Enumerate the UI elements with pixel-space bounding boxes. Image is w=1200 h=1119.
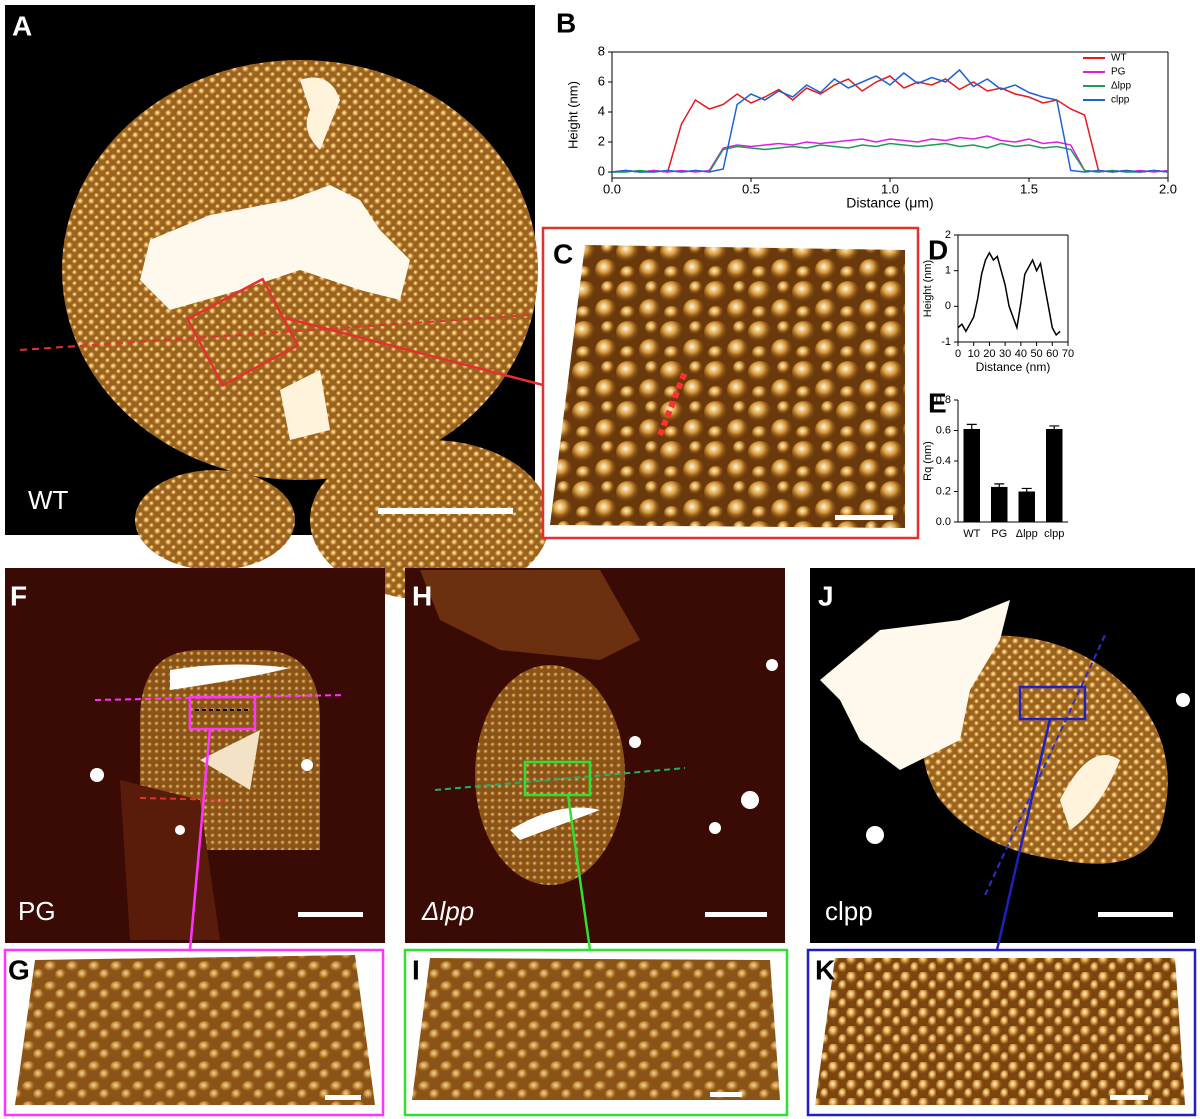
x-tick-label: PG [991, 528, 1007, 540]
legend-label: WT [1111, 53, 1127, 64]
x-tick-label: 0.5 [742, 181, 760, 196]
panel-f-image [5, 568, 385, 951]
x-tick-label: 70 [1062, 348, 1074, 360]
y-tick-label: -1 [941, 336, 951, 348]
data-line [611, 135, 1169, 173]
x-tick-label: 1.5 [1020, 181, 1038, 196]
image-label: Δlpp [421, 896, 474, 926]
panel-a-image [5, 5, 550, 600]
panel-letter: H [412, 580, 432, 611]
panel-letter: I [412, 954, 420, 985]
panel-letter: B [556, 7, 576, 38]
x-axis-label: Distance (μm) [846, 195, 933, 211]
y-tick-label: 1 [945, 265, 951, 277]
error-bar [994, 483, 1005, 490]
image-label: clpp [825, 896, 873, 926]
panel-letter: D [928, 234, 948, 265]
panel-letter: C [553, 238, 573, 269]
x-tick-label: 40 [1015, 348, 1027, 360]
panel-letter: F [10, 580, 27, 611]
x-tick-label: 20 [983, 348, 995, 360]
x-tick-label: 1.0 [881, 181, 899, 196]
y-tick-label: 2 [598, 133, 605, 148]
bar [1018, 491, 1035, 522]
data-line [612, 142, 1169, 173]
y-axis-label: Height (nm) [565, 81, 580, 149]
x-tick-label: 2.0 [1159, 181, 1177, 196]
y-tick-label: 4 [598, 103, 605, 118]
x-axis-label: Distance (nm) [976, 360, 1051, 374]
panel-i-image [403, 948, 789, 1117]
y-tick-label: 0.8 [936, 394, 951, 406]
y-axis-label: Height (nm) [922, 260, 934, 317]
panel-h-image [405, 568, 785, 951]
y-tick-label: 0.0 [936, 516, 951, 528]
panel-letter: J [818, 580, 834, 611]
legend-label: Δlpp [1111, 81, 1131, 92]
bar [991, 486, 1008, 522]
y-tick-label: 0.2 [936, 485, 951, 497]
y-tick-label: 2 [945, 229, 951, 241]
panel-letter: K [815, 954, 835, 985]
y-tick-label: 0 [945, 300, 951, 312]
legend-label: clpp [1111, 95, 1130, 106]
x-tick-label: 50 [1030, 348, 1042, 360]
panel-letter: A [12, 10, 32, 41]
error-bar [1021, 487, 1032, 495]
image-label: PG [18, 896, 56, 926]
x-tick-label: Δlpp [1016, 528, 1038, 540]
panel-letter: G [8, 954, 30, 985]
panel-c-image [541, 226, 920, 540]
x-tick-label: 60 [1046, 348, 1058, 360]
data-line [611, 68, 1169, 173]
data-line [957, 251, 1061, 337]
y-tick-label: 6 [598, 73, 605, 88]
image-label: WT [28, 485, 69, 515]
x-tick-label: 0.0 [603, 181, 621, 196]
error-bar [966, 423, 977, 434]
y-tick-label: 0.6 [936, 424, 951, 436]
legend-label: PG [1111, 67, 1126, 78]
panel-j-image [810, 568, 1195, 951]
error-bar [1049, 425, 1060, 433]
panel-k-image [806, 948, 1197, 1117]
x-tick-label: clpp [1044, 528, 1064, 540]
y-axis-label: Rq (nm) [922, 441, 934, 481]
bar [963, 428, 980, 522]
x-tick-label: 0 [955, 348, 961, 360]
y-tick-label: 0 [598, 163, 605, 178]
panel-letter: E [928, 387, 947, 418]
x-tick-label: 30 [999, 348, 1011, 360]
x-tick-label: 10 [968, 348, 980, 360]
panel-g-image [3, 948, 385, 1117]
y-tick-label: 8 [598, 43, 605, 58]
x-tick-label: WT [963, 528, 980, 540]
y-tick-label: 0.4 [936, 455, 951, 467]
bar [1046, 428, 1063, 522]
data-line [611, 75, 1169, 173]
